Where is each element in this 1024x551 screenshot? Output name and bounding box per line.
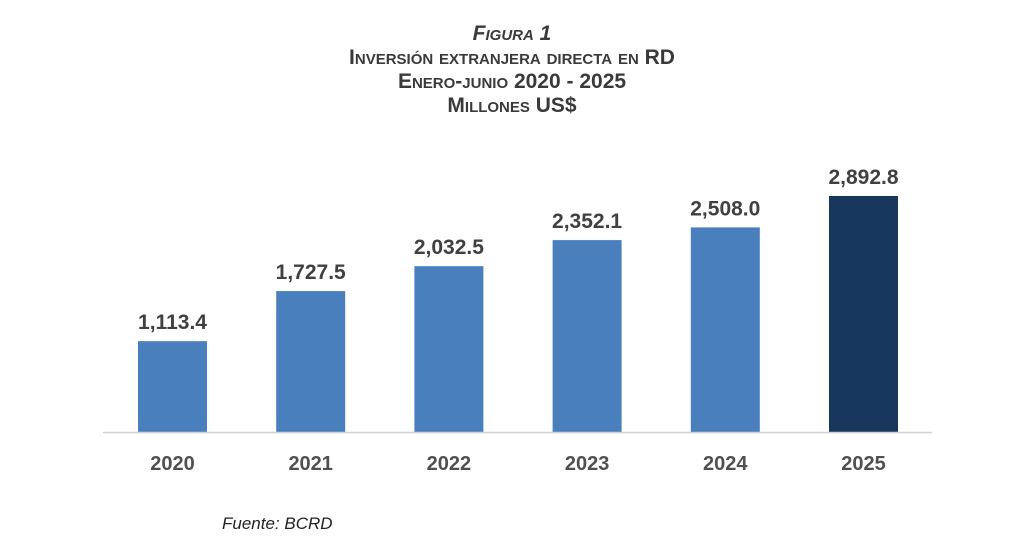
chart-title: Inversión extranjera directa en RD — [349, 46, 675, 69]
bar-2025 — [829, 196, 898, 432]
x-tick-label-2025: 2025 — [841, 453, 886, 475]
data-label-2023: 2,352.1 — [552, 210, 622, 233]
data-label-2021: 1,727.5 — [276, 261, 346, 284]
bar-2021 — [276, 291, 346, 432]
bar-2022 — [414, 266, 484, 432]
chart-subtitle: Enero-junio 2020 - 2025 — [397, 70, 627, 93]
bar-2023 — [552, 240, 622, 432]
chart-unit: Millones US$ — [447, 94, 577, 117]
data-label-2024: 2,508.0 — [690, 197, 760, 220]
x-tick-label-2021: 2021 — [288, 453, 333, 475]
chart-titles: Figura 1 Inversión extranjera directa en… — [0, 22, 1024, 118]
source-note: Fuente: BCRD — [222, 514, 333, 533]
data-label-2022: 2,032.5 — [414, 236, 484, 259]
x-tick-label-2023: 2023 — [565, 453, 610, 475]
data-label-2025: 2,892.8 — [828, 166, 898, 189]
x-tick-label-2020: 2020 — [150, 453, 195, 475]
x-tick-label-2022: 2022 — [427, 453, 472, 475]
x-tick-label-2024: 2024 — [703, 453, 748, 475]
figure-label: Figura 1 — [472, 22, 552, 45]
bar-2024 — [690, 227, 760, 432]
bar-2020 — [138, 341, 207, 432]
data-label-2020: 1,113.4 — [138, 311, 207, 334]
